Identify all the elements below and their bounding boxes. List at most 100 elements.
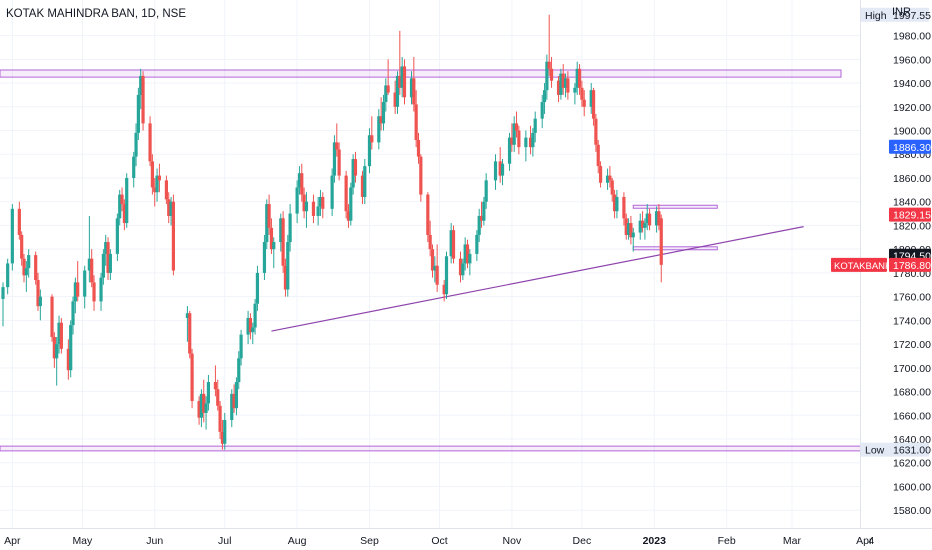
candle-body [493, 161, 498, 181]
candle-body [395, 75, 400, 107]
candle-body [598, 166, 603, 183]
candle-body [101, 253, 105, 278]
price-tick-label: 1980.00 [893, 31, 931, 43]
candle-body [409, 78, 414, 98]
time-tick-label: 4 [868, 535, 874, 547]
candle-body [17, 208, 21, 235]
price-tick-label: 1580.00 [893, 505, 931, 517]
price-tick-label: 1700.00 [893, 363, 931, 375]
drawing-rectangle[interactable] [632, 246, 718, 251]
candle-body [594, 118, 598, 145]
candle-body [50, 296, 54, 337]
candle-body [545, 61, 549, 91]
candle-body [384, 85, 388, 103]
candle-body [659, 218, 663, 265]
candle-body [265, 204, 269, 243]
candle-body [206, 382, 211, 404]
candle-body [393, 92, 397, 107]
candle-body [514, 123, 519, 131]
candle-body [169, 201, 173, 216]
drawing-layer[interactable] [0, 69, 877, 452]
time-axis[interactable]: Apr May Jun Jul Aug Sep Oct Nov Dec 2023 Feb Mar Apr… [4, 535, 874, 547]
candle-body [55, 344, 59, 359]
candle-body [99, 277, 103, 302]
drawing-rectangle[interactable] [0, 445, 877, 452]
candle-body [220, 431, 225, 444]
time-tick-label: Jul [218, 535, 231, 547]
candle-body [370, 135, 374, 143]
candle-body [153, 187, 157, 193]
candle-body [419, 156, 423, 195]
time-tick-label: Jun [146, 535, 163, 547]
candle-body [398, 75, 402, 88]
candle-body [346, 211, 351, 221]
candle-body [605, 175, 610, 183]
time-tick-label: Sep [360, 535, 379, 547]
candle-body [377, 116, 381, 143]
candle-body [363, 166, 367, 197]
candle-body [449, 230, 453, 257]
candle-body [412, 78, 416, 105]
candle-body [6, 263, 10, 288]
candle-body [563, 78, 568, 88]
candle-body [115, 218, 119, 254]
candle-body [24, 268, 28, 276]
candle-body [332, 142, 337, 176]
candle-body [533, 118, 537, 133]
candle-body [92, 282, 96, 302]
candle-body [549, 68, 554, 81]
candle-body [638, 220, 642, 233]
time-tick-label: Apr [856, 535, 873, 547]
candle-body [157, 175, 161, 181]
candle-body [484, 180, 488, 202]
candle-body [657, 211, 661, 226]
candle-body [477, 215, 481, 235]
high-price-value: 1997.55 [893, 10, 931, 22]
candle-body [272, 242, 276, 250]
price-tick-label: 1680.00 [893, 387, 931, 399]
candle-body [402, 66, 407, 98]
time-tick-label: May [72, 535, 93, 547]
candle-body [318, 196, 323, 207]
drawing-rectangle[interactable] [632, 204, 718, 209]
candle-body [251, 327, 255, 333]
candle-body [608, 175, 612, 181]
candle-body [337, 149, 341, 176]
candle-body [253, 303, 257, 328]
candle-body [104, 242, 108, 254]
candle-body [286, 242, 290, 290]
candle-body [349, 187, 353, 221]
price-tag [889, 257, 931, 272]
candle-body [139, 75, 143, 95]
candle-body [577, 68, 582, 88]
time-tick-label: Dec [573, 535, 592, 547]
candle-body [510, 137, 514, 145]
candle-body [654, 211, 659, 226]
candle-body [57, 322, 61, 345]
candle-body [528, 137, 533, 148]
candle-body [367, 135, 372, 167]
candle-body [213, 382, 218, 390]
candle-body [197, 401, 201, 418]
time-tick-label: 2023 [643, 535, 667, 547]
chart-title: KOTAK MAHINDRA BAN, 1D, NSE [6, 8, 186, 20]
drawing-rectangle[interactable] [0, 69, 842, 78]
drawing-trendline[interactable] [271, 226, 804, 332]
candle-body [52, 336, 56, 359]
candle-body [498, 161, 502, 176]
candle-body [132, 156, 136, 178]
candle-body [524, 137, 528, 148]
price-tag-value: 1886.30 [893, 142, 931, 154]
candle-body [589, 90, 593, 107]
time-tick-label: Aug [288, 535, 307, 547]
candle-body [458, 258, 463, 276]
currency-label: INR [892, 6, 911, 18]
candle-body [122, 204, 126, 224]
candle-body [311, 201, 316, 216]
candle-body [615, 196, 619, 212]
candle-body [444, 256, 449, 295]
candle-body [582, 99, 586, 107]
candle-body [76, 282, 80, 297]
high-price-tag [861, 7, 929, 22]
